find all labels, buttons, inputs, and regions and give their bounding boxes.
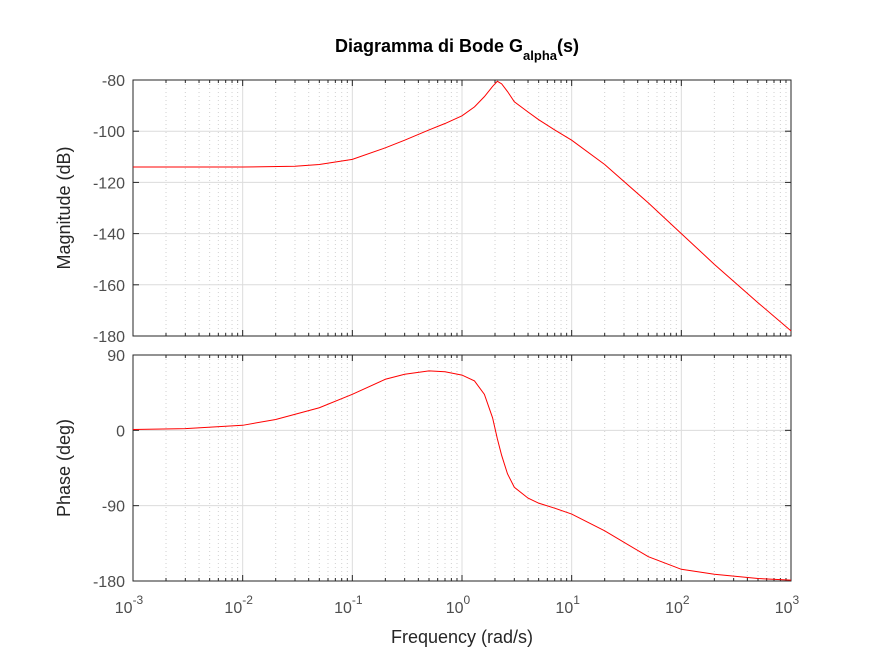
phase-y-tick-labels: 90 0 -90 -180 (93, 348, 125, 591)
phase-grid (132, 354, 791, 582)
x-tick-label: 102 (665, 593, 690, 617)
x-tick-labels: 10-3 10-2 10-1 100 101 102 103 (115, 593, 800, 617)
chart-title: Diagramma di Bode Galpha(s) (335, 36, 579, 63)
x-axis-label: Frequency (rad/s) (391, 627, 533, 647)
phase-ticks (132, 354, 792, 582)
x-tick-label: 103 (775, 593, 800, 617)
magnitude-y-tick-labels: -80 -100 -120 -140 -160 -180 (93, 73, 125, 346)
magnitude-y-tick-label: -180 (93, 329, 125, 346)
magnitude-y-tick-label: -160 (93, 278, 125, 295)
x-tick-label: 10-2 (224, 593, 253, 617)
magnitude-y-tick-label: -140 (93, 227, 125, 244)
magnitude-y-tick-label: -100 (93, 124, 125, 141)
x-tick-label: 10-3 (115, 593, 144, 617)
magnitude-grid (132, 79, 791, 337)
x-tick-label: 101 (555, 593, 580, 617)
phase-plot: 90 0 -90 -180 10-3 10-2 10-1 100 101 102 103 Phas… (54, 348, 800, 647)
magnitude-ylabel: Magnitude (dB) (54, 146, 74, 269)
magnitude-plot: -80 -100 -120 -140 -160 -180 Magnitude (dB) (54, 73, 792, 346)
phase-y-tick-label: -90 (102, 499, 125, 516)
phase-y-tick-label: 0 (116, 423, 125, 440)
phase-ylabel: Phase (deg) (54, 419, 74, 517)
phase-y-tick-label: 90 (107, 348, 125, 365)
phase-y-tick-label: -180 (93, 574, 125, 591)
magnitude-y-tick-label: -80 (102, 73, 125, 90)
magnitude-ticks (132, 79, 792, 337)
magnitude-y-tick-label: -120 (93, 175, 125, 192)
x-tick-label: 10-1 (334, 593, 363, 617)
magnitude-series-line (133, 80, 792, 332)
x-tick-label: 100 (446, 593, 471, 617)
phase-series-line (132, 370, 792, 581)
